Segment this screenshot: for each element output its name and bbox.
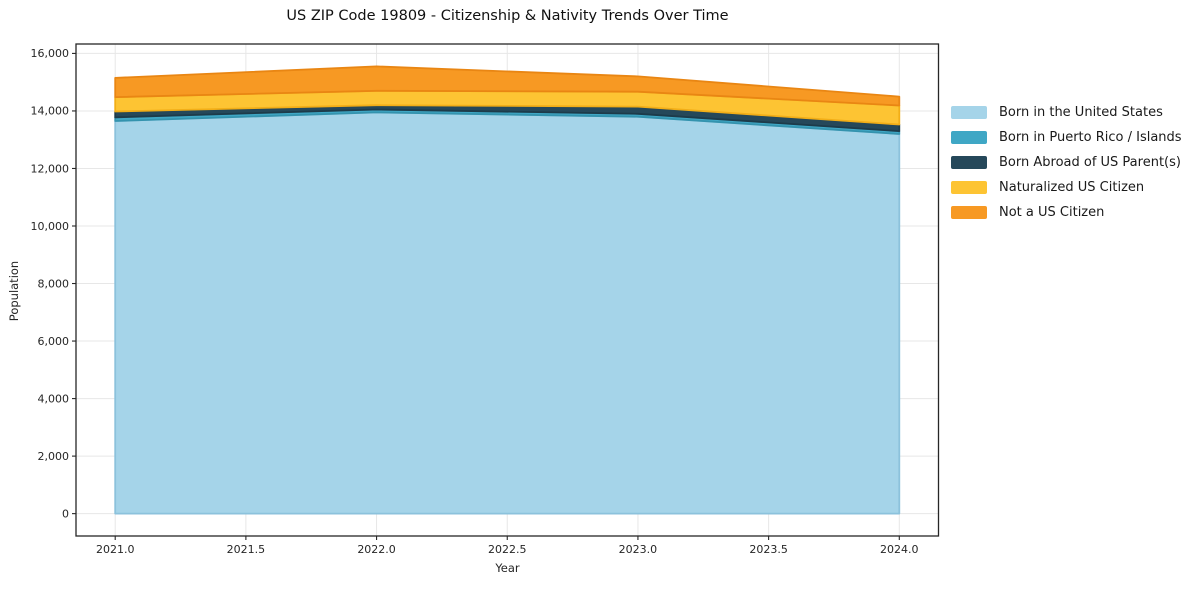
x-tick-label: 2023.0 xyxy=(619,543,658,556)
y-tick-label: 10,000 xyxy=(31,220,70,233)
y-tick-label: 16,000 xyxy=(31,47,70,60)
x-axis-label: Year xyxy=(495,561,520,575)
area-series-group xyxy=(114,65,901,515)
x-tick-label: 2023.5 xyxy=(749,543,788,556)
x-tick-label: 2024.0 xyxy=(880,543,919,556)
x-tick-label: 2021.0 xyxy=(96,543,135,556)
legend-color-swatch xyxy=(951,131,987,144)
y-tick-label: 12,000 xyxy=(31,162,70,175)
x-tick-label: 2022.5 xyxy=(488,543,527,556)
legend-label: Born in Puerto Rico / Islands xyxy=(999,130,1182,145)
tick-labels: 2021.0 2021.5 2022.0 2022.5 2023.0 2023.5 2024… xyxy=(31,47,919,556)
y-axis-label: Population xyxy=(7,260,21,322)
legend-color-swatch xyxy=(951,206,987,219)
y-tick-label: 14,000 xyxy=(31,105,70,118)
legend-item: Naturalized US Citizen xyxy=(951,180,1182,195)
y-tick-label: 2,000 xyxy=(38,450,70,463)
legend-color-swatch xyxy=(951,156,987,169)
area-born-in-the-united-states xyxy=(114,111,901,515)
legend: Born in the United States Born in Puerto… xyxy=(951,105,1182,220)
y-tick-label: 0 xyxy=(62,507,69,520)
legend-item: Not a US Citizen xyxy=(951,205,1182,220)
y-tick-label: 6,000 xyxy=(38,335,70,348)
legend-item: Born Abroad of US Parent(s) xyxy=(951,155,1182,170)
x-tick-label: 2021.5 xyxy=(227,543,266,556)
legend-label: Born in the United States xyxy=(999,105,1163,120)
area-not-a-us-citizen xyxy=(114,65,901,107)
legend-item: Born in the United States xyxy=(951,105,1182,120)
legend-label: Not a US Citizen xyxy=(999,205,1105,220)
legend-item: Born in Puerto Rico / Islands xyxy=(951,130,1182,145)
legend-color-swatch xyxy=(951,106,987,119)
legend-color-swatch xyxy=(951,181,987,194)
x-tick-label: 2022.0 xyxy=(357,543,396,556)
axis-ticks xyxy=(72,52,900,540)
y-tick-label: 8,000 xyxy=(38,277,70,290)
y-tick-label: 4,000 xyxy=(38,392,70,405)
legend-label: Naturalized US Citizen xyxy=(999,180,1145,195)
chart-title: US ZIP Code 19809 - Citizenship & Nativi… xyxy=(286,8,729,24)
legend-label: Born Abroad of US Parent(s) xyxy=(999,155,1181,170)
